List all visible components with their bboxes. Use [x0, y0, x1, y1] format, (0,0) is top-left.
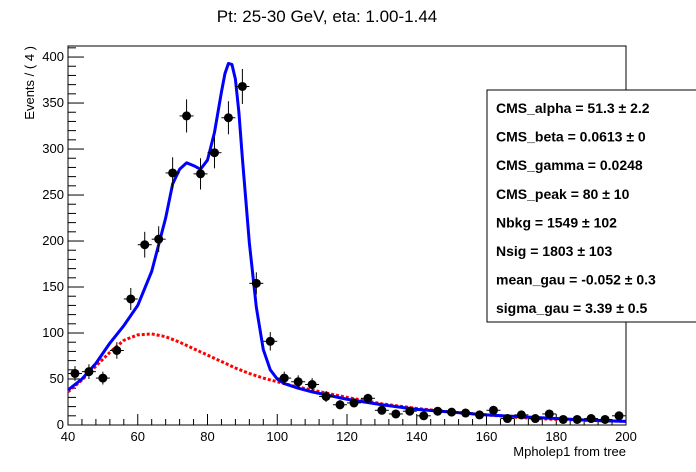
- fit-parameter-line: Nbkg = 1549 ± 102: [496, 214, 617, 230]
- data-point: [612, 411, 626, 421]
- fit-parameter-line: sigma_gau = 3.39 ± 0.5: [496, 300, 647, 316]
- data-point: [556, 414, 571, 424]
- x-tick-label: 120: [336, 429, 358, 444]
- data-point: [249, 272, 264, 295]
- data-point: [207, 137, 222, 169]
- data-point: [193, 158, 208, 190]
- data-point: [81, 364, 96, 380]
- data-point: [416, 411, 431, 421]
- data-point: [514, 410, 529, 420]
- y-tick-label: 400: [42, 49, 64, 64]
- fit-parameter-line: CMS_beta = 0.0613 ± 0: [496, 129, 646, 145]
- data-points-layer: [68, 68, 626, 424]
- fit-parameter-line: CMS_gamma = 0.0248: [496, 157, 643, 173]
- data-point: [179, 99, 194, 133]
- data-point: [68, 366, 82, 381]
- x-tick-label: 200: [615, 429, 637, 444]
- total-fit-layer: [67, 61, 627, 423]
- data-point: [388, 409, 403, 419]
- x-tick-label: 80: [200, 429, 214, 444]
- data-point: [584, 414, 599, 424]
- x-tick-label: 100: [266, 429, 288, 444]
- data-point: [528, 414, 543, 424]
- data-point: [151, 226, 166, 253]
- data-point: [123, 287, 138, 311]
- x-tick-label: 40: [61, 429, 75, 444]
- fit-parameters-box: CMS_alpha = 51.3 ± 2.2 CMS_beta = 0.0613 …: [486, 89, 696, 323]
- total-fit-curve: [67, 61, 627, 423]
- data-point: [570, 414, 585, 424]
- data-point: [458, 408, 473, 418]
- data-point: [319, 390, 334, 403]
- x-tick-label: 180: [545, 429, 567, 444]
- y-tick-label: 250: [42, 187, 64, 202]
- y-tick-label: 150: [42, 279, 64, 294]
- fit-parameter-line: mean_gau = -0.052 ± 0.3: [496, 272, 656, 288]
- y-tick-label: 350: [42, 95, 64, 110]
- background-fit-layer: [67, 332, 627, 423]
- x-tick-label: 140: [406, 429, 428, 444]
- y-tick-label: 0: [57, 417, 64, 432]
- data-point: [347, 398, 361, 408]
- y-tick-label: 300: [42, 141, 64, 156]
- data-point: [430, 406, 445, 416]
- data-point: [221, 101, 236, 135]
- fit-parameter-line: Nsig = 1803 ± 103: [496, 243, 612, 259]
- y-tick-label: 100: [42, 325, 64, 340]
- chart-title: Pt: 25-30 GeV, eta: 1.00-1.44: [217, 7, 438, 26]
- x-axis: 40 60 80 100 120 140 160 180 200: [61, 414, 637, 444]
- x-axis-title: Mpholep1 from tree: [513, 444, 626, 459]
- y-tick-label: 200: [42, 233, 64, 248]
- data-point: [598, 414, 613, 424]
- data-point: [402, 406, 417, 416]
- data-point: [95, 371, 110, 385]
- data-point: [486, 405, 501, 415]
- fit-parameter-line: CMS_alpha = 51.3 ± 2.2: [496, 100, 650, 116]
- data-point: [137, 231, 152, 258]
- data-point: [277, 371, 292, 385]
- data-point: [542, 409, 557, 419]
- fit-parameter-line: CMS_peak = 80 ± 10: [496, 186, 630, 202]
- data-point: [263, 332, 278, 351]
- data-point: [500, 414, 515, 424]
- x-tick-label: 160: [476, 429, 498, 444]
- data-point: [374, 405, 389, 415]
- data-point: [472, 410, 487, 420]
- data-point: [165, 157, 180, 189]
- data-point: [305, 378, 320, 391]
- data-point: [333, 400, 347, 410]
- data-point: [235, 68, 250, 104]
- y-axis-title: Events / ( 4 ): [22, 46, 37, 120]
- data-point: [109, 342, 124, 359]
- background-fit-curve: [67, 332, 627, 423]
- y-tick-label: 50: [50, 371, 64, 386]
- data-point: [291, 375, 306, 389]
- data-point: [360, 393, 375, 403]
- x-tick-label: 60: [131, 429, 145, 444]
- y-axis: 0 50 100 150 200 250 300 350 400: [42, 47, 84, 432]
- data-point: [444, 407, 459, 417]
